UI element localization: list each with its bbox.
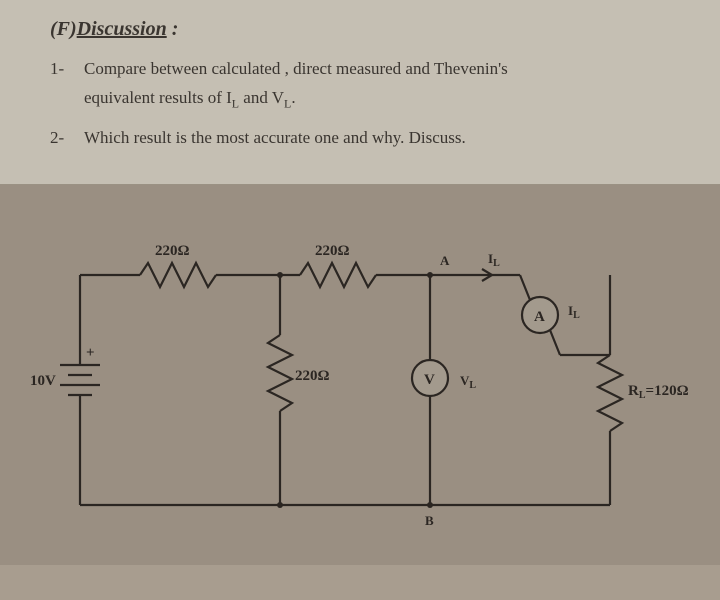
section-letter: (F) [50,18,77,40]
il-label2: IL [568,303,580,321]
il-label: IL [488,251,500,269]
discussion-section: (F)Discussion : 1- Compare between calcu… [0,0,720,185]
plus-label: + [86,345,95,361]
item-2: 2- Which result is the most accurate one… [50,124,692,153]
item-num: 1- [50,55,84,114]
voltmeter-label: V [424,372,435,388]
item-text: Which result is the most accurate one an… [84,124,692,153]
section-name: Discussion [77,18,167,40]
item-num: 2- [50,124,84,153]
item-1: 1- Compare between calculated , direct m… [50,55,692,114]
section-title: (F)Discussion : [50,18,692,41]
r1-label: 220Ω [155,243,190,259]
vsrc-label: 10V [30,373,56,389]
circuit-diagram: + 10V 220Ω 220Ω A 220Ω IL A IL RL=120Ω V… [0,185,720,565]
nodeB-label: B [425,513,434,528]
item-text: Compare between calculated , direct meas… [84,55,692,114]
r3-label: 220Ω [295,368,330,384]
circuit-svg: + 10V 220Ω 220Ω A 220Ω IL A IL RL=120Ω V… [20,215,700,555]
vl-label: VL [460,373,476,391]
ammeter-label: A [534,309,545,325]
nodeA-label: A [440,253,450,268]
r2-label: 220Ω [315,243,350,259]
rl-label: RL=120Ω [628,383,689,401]
section-colon: : [172,18,179,40]
